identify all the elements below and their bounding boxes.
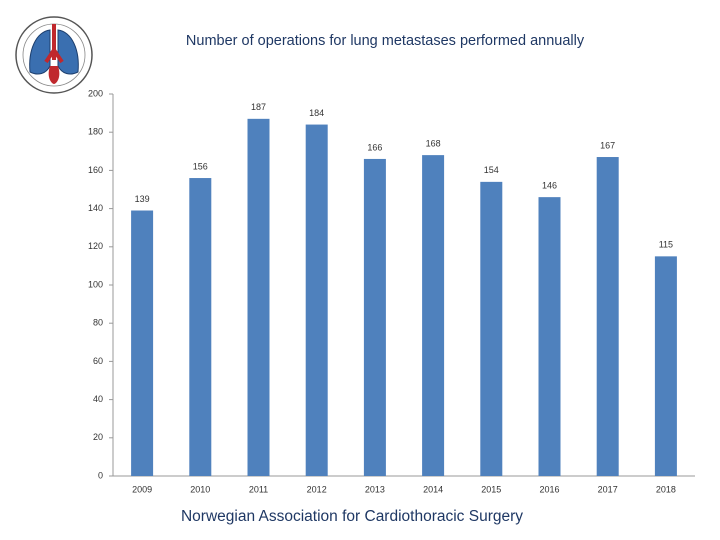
logo-trachea [44,24,64,64]
bar [422,155,445,476]
data-label: 115 [659,240,673,250]
chart-title: Number of operations for lung metastases… [186,33,585,49]
data-label: 168 [426,138,441,148]
y-tick-label: 160 [88,165,103,175]
x-tick-label: 2012 [307,484,327,494]
y-tick-label: 20 [93,432,103,442]
data-label: 167 [600,140,615,150]
bar [305,124,328,476]
y-tick-label: 80 [93,318,103,328]
data-label: 139 [135,194,150,204]
y-tick-label: 60 [93,356,103,366]
bar [131,210,154,476]
data-label: 187 [251,102,266,112]
bar [247,118,270,476]
logo-heart [48,66,60,84]
x-tick-label: 2016 [539,484,559,494]
x-tick-label: 2013 [365,484,385,494]
data-label: 154 [484,165,499,175]
y-tick-label: 100 [88,279,103,289]
logo-lung-right [57,29,79,75]
data-label: 166 [367,142,382,152]
y-tick-label: 120 [88,241,103,251]
x-tick-label: 2015 [481,484,501,494]
x-tick-label: 2011 [249,484,268,494]
footer: Norwegian Association for Cardiothoracic… [181,508,523,525]
logo-lung-left [29,29,51,75]
y-tick-label: 0 [98,470,103,480]
x-tick-label: 2018 [656,484,676,494]
logo [15,16,93,94]
data-label: 184 [309,108,324,118]
x-tick-label: 2017 [598,484,618,494]
bar [538,197,561,476]
data-label: 146 [542,181,557,191]
x-tick-label: 2014 [423,484,443,494]
y-tick-label: 140 [88,203,103,213]
bar [480,181,503,477]
x-tick-label: 2009 [132,484,152,494]
x-tick-label: 2010 [190,484,210,494]
y-tick-label: 200 [88,88,103,98]
bar [189,178,212,477]
bar [654,256,677,476]
data-label: 156 [193,161,208,171]
bar [363,158,386,476]
y-tick-label: 180 [88,127,103,137]
bar [596,157,619,476]
y-tick-label: 40 [93,394,103,404]
